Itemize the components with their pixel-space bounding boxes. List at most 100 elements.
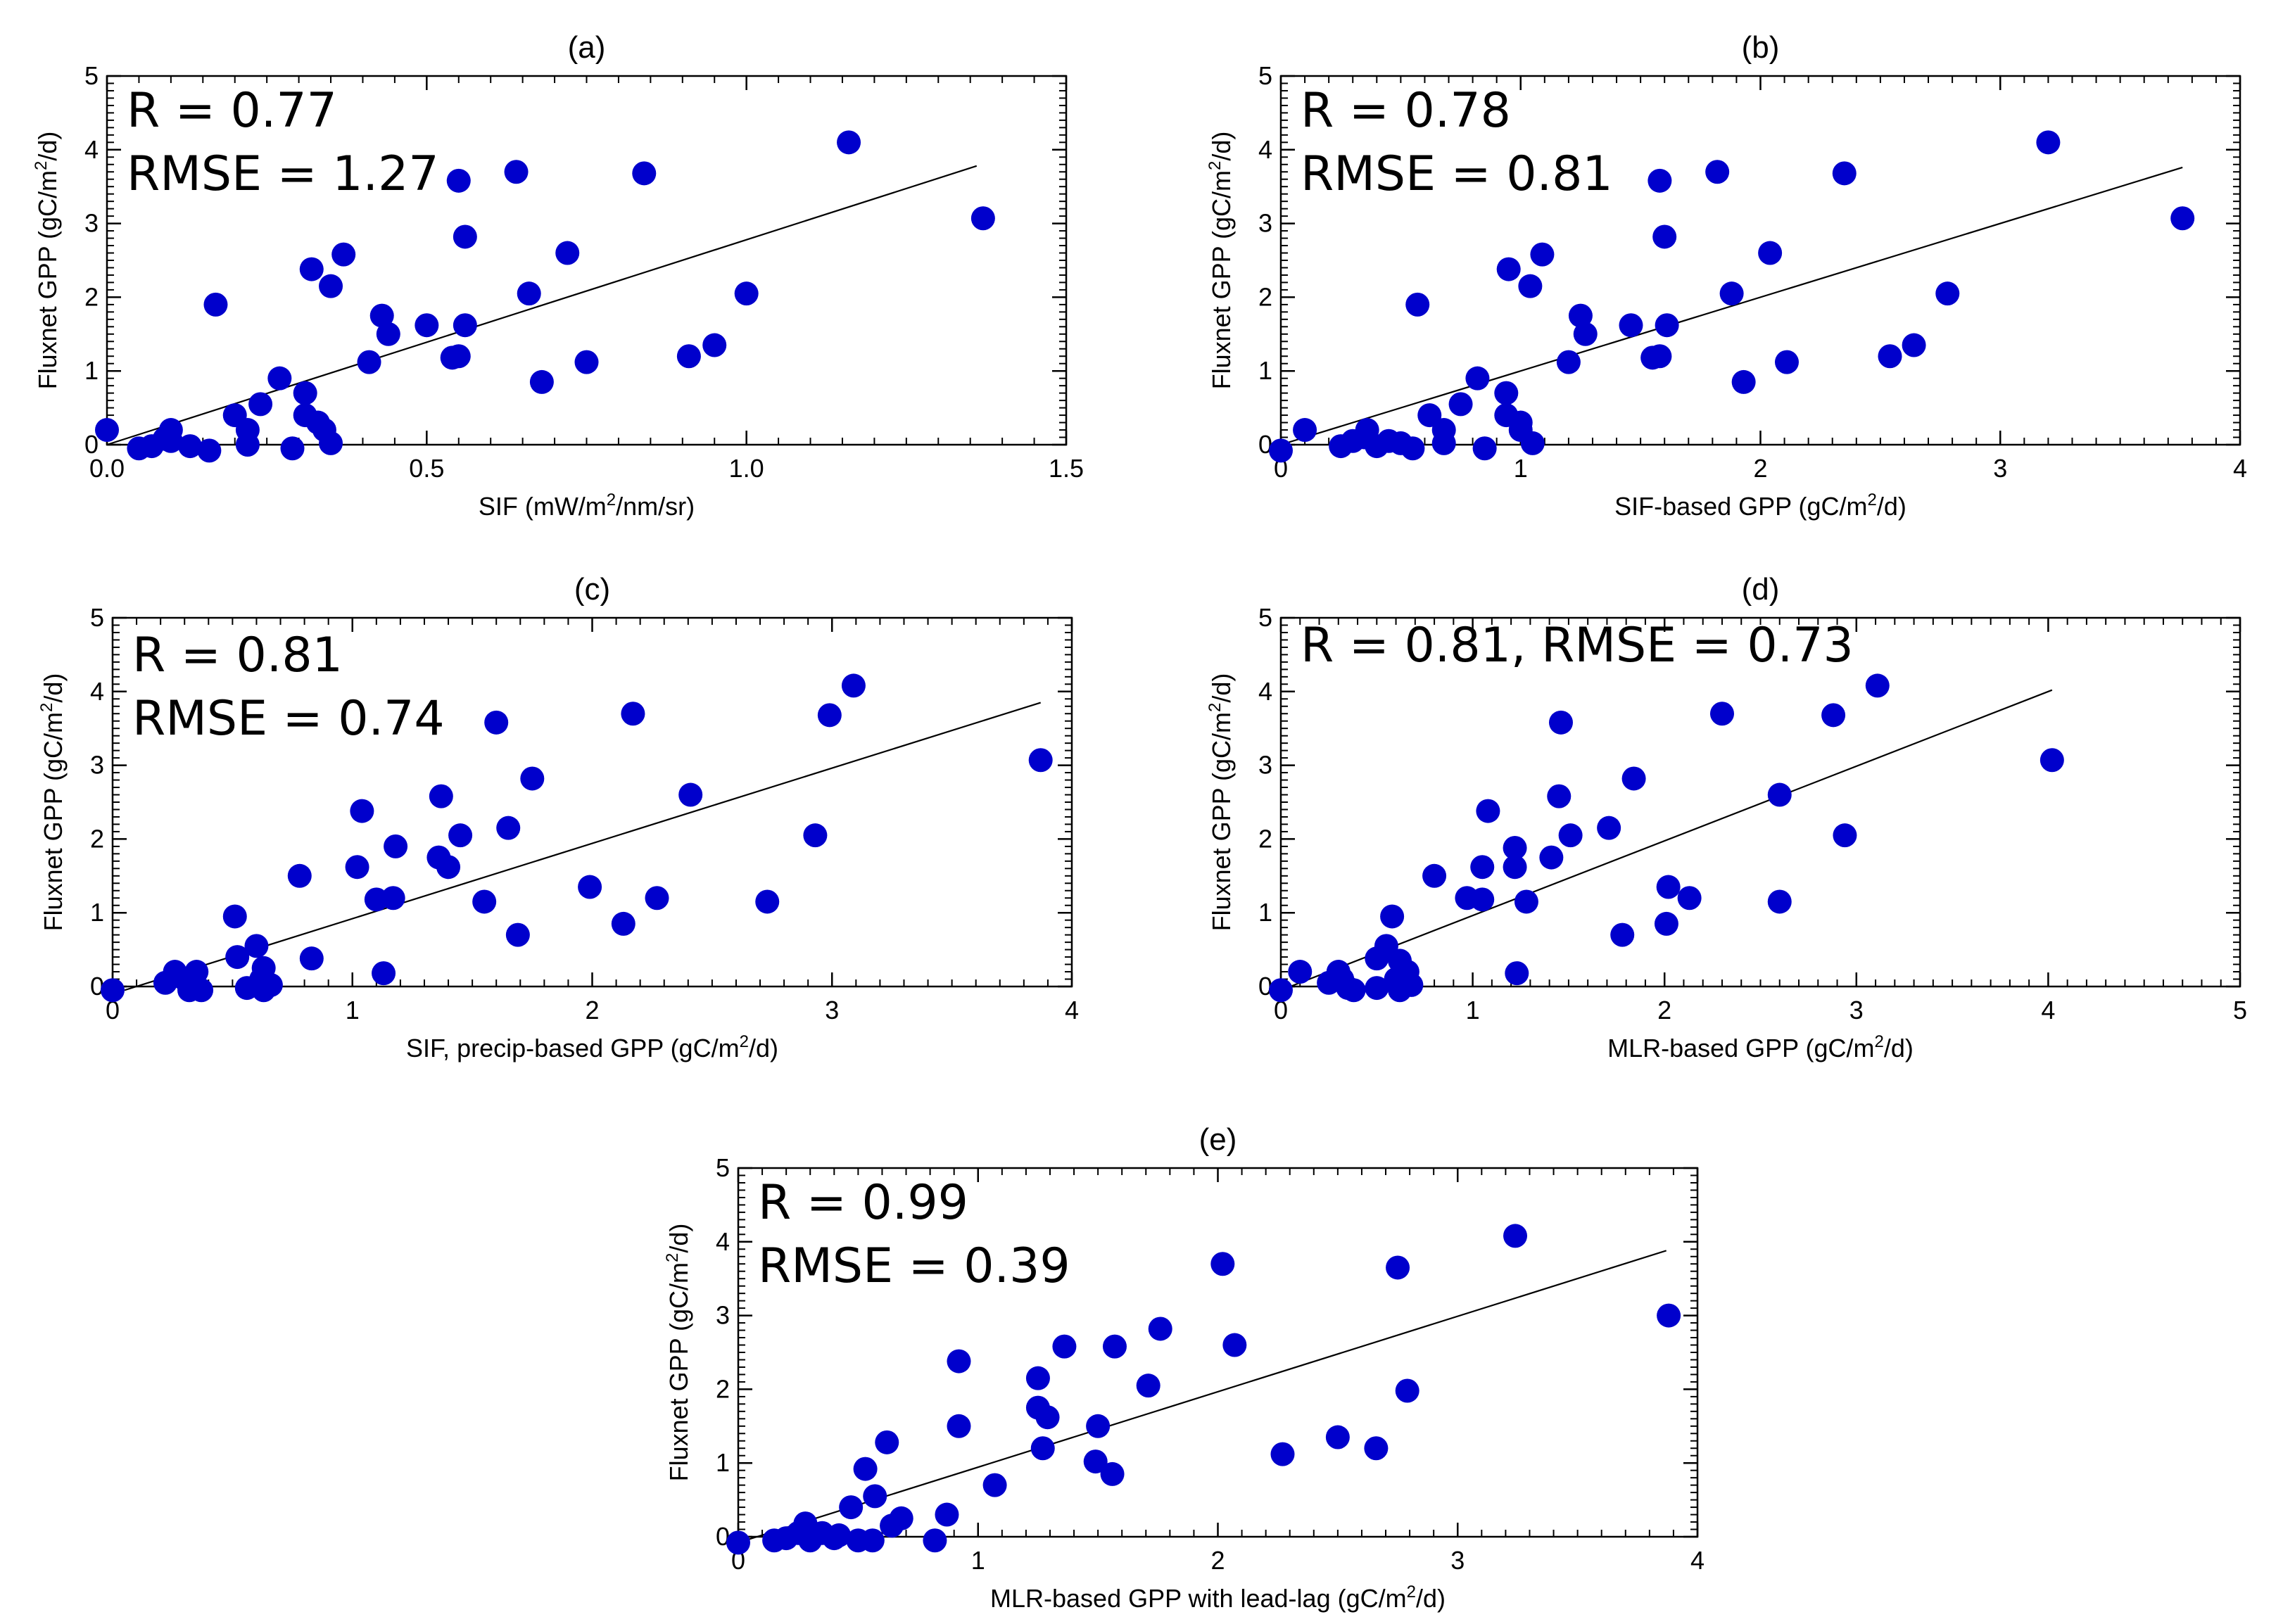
data-point: [1052, 1334, 1077, 1359]
data-point: [1470, 855, 1495, 880]
y-tick-label: 0: [716, 1522, 730, 1551]
data-point: [1100, 1461, 1125, 1486]
x-tick-label: 2: [1753, 454, 1767, 483]
data-point: [1514, 889, 1538, 914]
data-point: [1677, 886, 1702, 911]
data-point: [299, 946, 324, 971]
data-point: [453, 313, 477, 338]
x-tick-label: 5: [2233, 996, 2247, 1024]
x-axis-label-suffix: /nm/sr): [616, 492, 695, 521]
regression-line: [1280, 166, 2183, 446]
data-point: [827, 1523, 852, 1547]
data-point: [1935, 281, 1960, 306]
data-point: [1547, 784, 1571, 808]
x-tick-label: 0: [106, 996, 120, 1024]
x-tick-label: 4: [1065, 996, 1079, 1024]
y-tick-label: 0: [1258, 430, 1272, 459]
data-point: [1902, 333, 1926, 357]
data-point: [1025, 1366, 1050, 1390]
x-axis-label-text: MLR-based GPP with lead-lag (gC/m: [990, 1584, 1407, 1613]
data-point: [448, 823, 473, 848]
data-point: [1832, 161, 1857, 186]
data-point: [1705, 160, 1730, 184]
data-point: [1269, 438, 1293, 463]
y-tick-label: 3: [84, 209, 99, 238]
y-axis-label-suffix: /d): [664, 1224, 693, 1253]
data-point: [384, 834, 408, 858]
data-point: [235, 433, 260, 457]
x-tick-label: 1: [1466, 996, 1480, 1024]
regression-line: [124, 702, 1042, 991]
data-point: [632, 161, 657, 186]
x-axis-label-text: SIF (mW/m: [479, 492, 607, 521]
data-point: [496, 816, 521, 840]
data-point: [1539, 845, 1564, 870]
x-tick-label: 3: [825, 996, 839, 1024]
y-tick-label: 2: [90, 824, 104, 853]
y-tick-label: 4: [716, 1227, 730, 1256]
data-point: [1417, 403, 1442, 428]
data-point: [1652, 224, 1677, 249]
data-point: [1621, 766, 1646, 791]
data-point: [472, 889, 497, 914]
data-point: [1269, 978, 1293, 1003]
y-tick-label: 4: [90, 677, 104, 706]
y-tick-label: 1: [1258, 356, 1272, 385]
data-point: [1102, 1334, 1127, 1359]
data-point: [1503, 835, 1527, 860]
data-point: [331, 242, 356, 267]
data-point: [1774, 350, 1799, 374]
data-point: [446, 168, 471, 193]
data-point: [1136, 1374, 1161, 1398]
data-point: [1556, 350, 1581, 374]
panel-label: (d): [1742, 572, 1780, 607]
data-point: [225, 945, 250, 970]
data-point: [222, 904, 247, 929]
y-axis-label: Fluxnet GPP (gC/m2/d): [37, 673, 68, 932]
panel-label: (a): [568, 30, 606, 65]
data-point: [1325, 1425, 1350, 1449]
data-point: [803, 823, 828, 848]
stat-text: RMSE = 0.81: [1301, 146, 1613, 202]
data-point: [197, 438, 222, 463]
data-point: [1719, 281, 1744, 306]
x-axis-label-superscript: 2: [1868, 490, 1877, 509]
x-axis-label-text: MLR-based GPP (gC/m: [1607, 1034, 1874, 1062]
data-point: [1395, 1378, 1419, 1403]
y-tick-label: 0: [90, 972, 104, 1001]
y-axis-label-superscript: 2: [663, 1253, 682, 1262]
data-point: [982, 1473, 1007, 1497]
y-tick-label: 5: [90, 603, 104, 632]
data-point: [1648, 344, 1672, 369]
y-axis-label-superscript: 2: [32, 161, 51, 170]
y-tick-label: 3: [1258, 209, 1272, 238]
data-point: [1472, 436, 1497, 461]
data-point: [726, 1530, 750, 1555]
data-point: [1767, 782, 1792, 807]
data-point: [1364, 1436, 1389, 1461]
x-tick-label: 0: [1274, 996, 1288, 1024]
data-point: [446, 344, 471, 369]
data-point: [287, 863, 312, 888]
data-point: [345, 855, 369, 880]
data-point: [248, 392, 273, 417]
data-point: [436, 855, 461, 880]
x-axis-label-text: SIF-based GPP (gC/m: [1614, 492, 1867, 521]
data-point: [1655, 313, 1679, 338]
data-point: [369, 303, 394, 328]
y-tick-label: 5: [84, 61, 99, 90]
data-point: [863, 1484, 887, 1509]
data-point: [158, 429, 183, 453]
y-tick-label: 5: [1258, 61, 1272, 90]
data-point: [520, 766, 545, 791]
stat-text: R = 0.99: [758, 1175, 968, 1231]
data-point: [376, 322, 400, 346]
data-point: [1654, 911, 1678, 936]
panel-label: (e): [1199, 1122, 1237, 1157]
x-tick-label: 2: [1210, 1546, 1225, 1575]
data-point: [621, 702, 645, 726]
data-point: [841, 673, 866, 698]
x-axis-label: SIF, precip-based GPP (gC/m2/d): [406, 1032, 778, 1062]
data-point: [1030, 1436, 1055, 1461]
